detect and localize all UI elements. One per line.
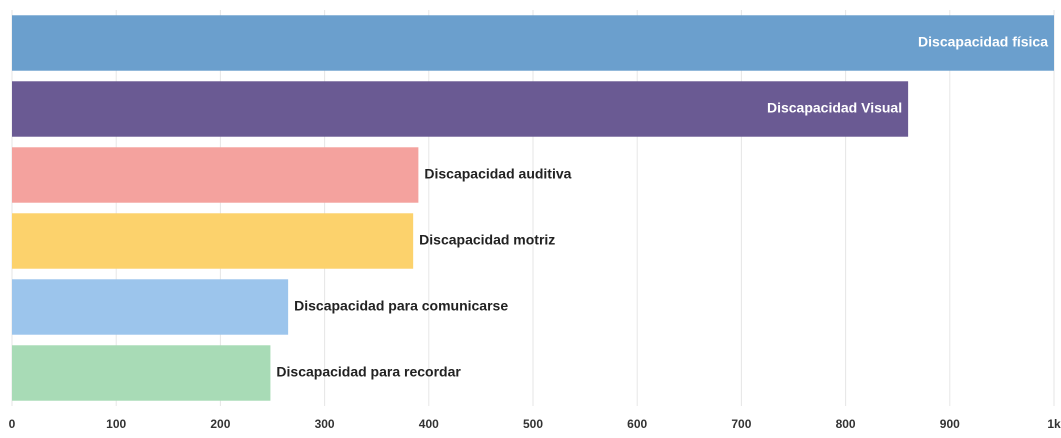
bar — [12, 279, 289, 335]
x-tick-label: 400 — [419, 417, 439, 431]
x-tick-label: 200 — [210, 417, 230, 431]
bar — [12, 81, 909, 137]
x-tick-label: 1k — [1047, 417, 1061, 431]
bar — [12, 345, 271, 401]
x-tick-label: 300 — [315, 417, 335, 431]
x-tick-label: 500 — [523, 417, 543, 431]
bar-label: Discapacidad Visual — [767, 100, 902, 116]
x-tick-label: 800 — [836, 417, 856, 431]
x-tick-label: 700 — [731, 417, 751, 431]
bar-label: Discapacidad motriz — [419, 232, 555, 248]
x-tick-label: 0 — [9, 417, 16, 431]
x-tick-label: 900 — [940, 417, 960, 431]
bar-label: Discapacidad para recordar — [276, 364, 461, 380]
x-tick-label: 600 — [627, 417, 647, 431]
bar — [12, 213, 414, 269]
x-tick-label: 100 — [106, 417, 126, 431]
bar — [12, 147, 419, 203]
bar-label: Discapacidad física — [918, 34, 1048, 50]
bar-label: Discapacidad para comunicarse — [294, 298, 508, 314]
bar-label: Discapacidad auditiva — [424, 166, 571, 182]
bar — [12, 15, 1054, 71]
